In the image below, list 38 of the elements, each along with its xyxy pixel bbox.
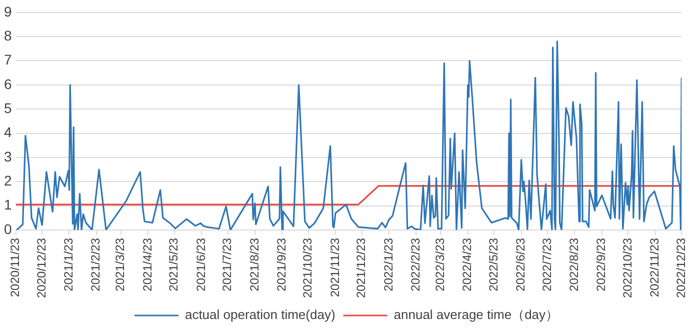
x-tick-label: 2021/3/23 [113,238,128,292]
x-tick-label: 2020/12/23 [34,238,48,298]
x-tick-label: 2021/5/23 [166,238,181,292]
x-tick-label: 2021/7/23 [220,238,234,292]
x-tick-label: 2022/12/23 [674,238,688,298]
y-tick-label: 4 [4,124,12,140]
x-tick-label: 2021/9/23 [274,238,288,292]
x-tick-label: 2020/11/23 [8,238,22,298]
x-tick-label: 2021/1/23 [62,238,76,292]
y-tick-label: 6 [4,76,12,92]
x-tick-label: 2022/3/23 [432,238,447,292]
y-tick-label: 5 [4,100,12,116]
x-tick-label: 2022/2/23 [408,238,422,292]
x-tick-label: 2022/10/23 [620,238,634,298]
x-tick-label: 2022/6/23 [514,238,528,292]
x-tick-label: 2021/12/23 [354,238,368,298]
x-tick-label: 2022/1/23 [381,238,396,292]
x-tick-label: 2021/6/23 [194,238,208,292]
x-tick-label: 2021/10/23 [300,238,315,298]
y-tick-label: 7 [4,52,12,68]
y-tick-label: 3 [4,148,12,164]
y-tick-label: 9 [4,3,12,20]
y-tick-label: 1 [4,196,12,213]
x-tick-label: 2022/11/23 [648,238,662,298]
x-tick-label: 2021/4/23 [140,238,154,292]
x-tick-label: 2022/9/23 [594,238,608,292]
x-tick-label: 2021/11/23 [328,238,342,298]
x-tick-label: 2022/4/23 [460,238,474,292]
x-tick-label: 2022/7/23 [540,238,554,292]
x-tick-label: 2021/8/23 [247,238,262,292]
y-tick-label: 2 [4,172,12,188]
x-tick-label: 2022/8/23 [567,238,582,292]
legend-label: annual average time（day） [394,307,559,322]
x-tick-label: 2022/5/23 [486,238,500,292]
y-tick-label: 0 [4,220,12,237]
legend-label: actual operation time(day) [184,307,336,322]
x-tick-label: 2021/2/23 [88,238,103,292]
y-tick-label: 8 [4,27,12,44]
